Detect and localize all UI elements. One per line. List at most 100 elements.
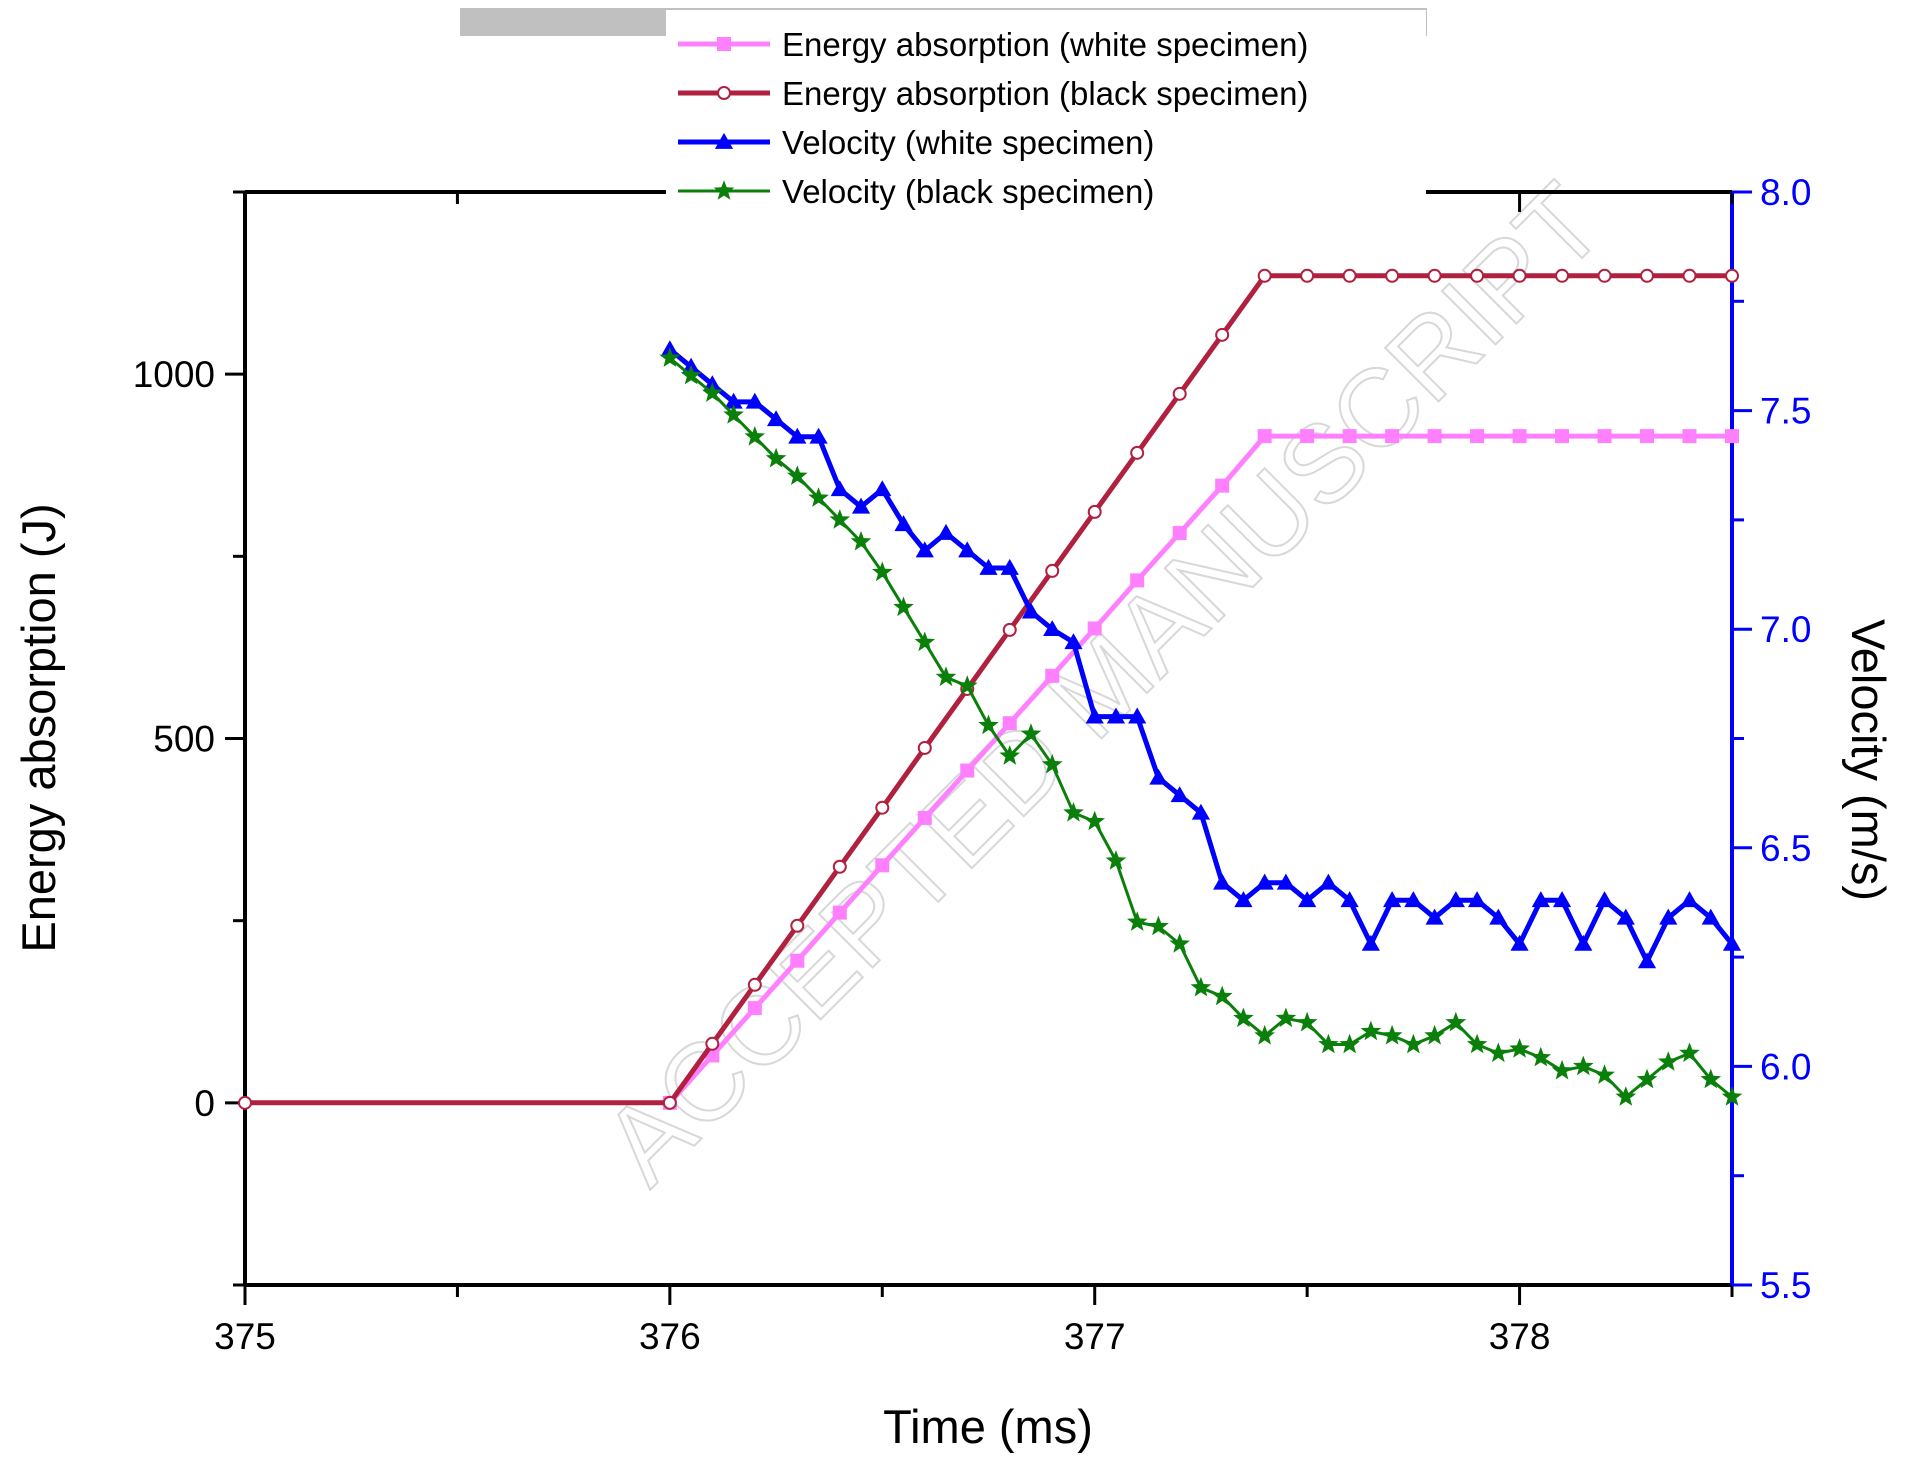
data-point xyxy=(1467,891,1487,908)
data-point xyxy=(1574,934,1593,951)
data-point xyxy=(1509,1038,1530,1058)
data-point xyxy=(1510,934,1529,951)
data-point xyxy=(1087,504,1102,519)
data-point xyxy=(1555,268,1570,283)
data-point xyxy=(999,745,1021,765)
y-left-tick-label: 1000 xyxy=(133,354,215,395)
data-point xyxy=(1106,707,1126,724)
data-point xyxy=(1555,429,1570,444)
legend-item: Energy absorption (black specimen) xyxy=(678,75,1308,112)
data-point xyxy=(1722,934,1742,951)
data-point xyxy=(1682,429,1697,444)
data-point xyxy=(1002,716,1017,731)
data-point xyxy=(1427,268,1442,283)
data-point xyxy=(1701,908,1720,925)
data-point xyxy=(1725,429,1739,444)
y-right-tick-label: 7.5 xyxy=(1760,391,1811,432)
data-point xyxy=(1130,445,1145,460)
data-point xyxy=(1319,873,1338,890)
data-point xyxy=(1190,976,1212,997)
legend-box xyxy=(666,10,1426,217)
series-2 xyxy=(238,268,1739,1110)
data-point xyxy=(894,515,913,532)
data-point xyxy=(1679,1042,1700,1063)
y-left-tick-label: 500 xyxy=(153,719,215,760)
data-point xyxy=(1597,268,1612,283)
data-point xyxy=(915,541,934,558)
data-point xyxy=(1512,268,1527,283)
data-point xyxy=(1725,268,1739,283)
series-line xyxy=(668,433,1732,1105)
series-1 xyxy=(662,429,1739,1110)
y-axis-right-title: Velocity (m/s) xyxy=(1842,619,1895,901)
y-right-tick-label: 5.5 xyxy=(1760,1265,1811,1306)
data-point xyxy=(1700,1068,1722,1089)
y-right-tick-label: 7.0 xyxy=(1760,609,1811,650)
data-point xyxy=(1085,707,1104,724)
data-point xyxy=(1020,723,1042,743)
data-point xyxy=(914,631,936,652)
data-point xyxy=(1424,1024,1445,1045)
data-point xyxy=(790,953,805,968)
data-point xyxy=(659,347,681,367)
data-point xyxy=(809,427,828,444)
data-point xyxy=(1211,985,1233,1006)
data-point xyxy=(1360,1020,1382,1041)
data-point xyxy=(1191,803,1211,820)
series-line xyxy=(245,273,1732,1106)
data-point xyxy=(829,509,851,529)
data-point xyxy=(832,905,847,920)
data-point xyxy=(1682,268,1697,283)
data-point xyxy=(1385,268,1400,283)
data-point xyxy=(1640,268,1655,283)
data-point xyxy=(1234,891,1253,908)
data-point xyxy=(1257,429,1272,444)
data-point xyxy=(787,465,808,485)
data-point xyxy=(1340,891,1359,908)
data-point xyxy=(702,382,723,402)
data-point xyxy=(956,675,978,695)
data-point xyxy=(1063,802,1084,822)
data-point xyxy=(1425,908,1444,925)
legend-label: Energy absorption (black specimen) xyxy=(782,75,1308,112)
data-point xyxy=(1573,1055,1594,1076)
data-point xyxy=(1233,1007,1254,1028)
data-point xyxy=(1597,429,1612,444)
data-point xyxy=(788,427,807,444)
data-point xyxy=(1466,1033,1488,1054)
data-point xyxy=(1721,1086,1743,1106)
legend-swatch-marker xyxy=(717,86,731,100)
data-point xyxy=(747,1001,762,1016)
data-point xyxy=(1105,850,1127,870)
data-point xyxy=(1361,934,1380,951)
legend-item: Energy absorption (white specimen) xyxy=(678,26,1308,63)
data-point xyxy=(1172,386,1187,401)
data-point xyxy=(1404,891,1423,908)
data-point xyxy=(1385,429,1400,444)
data-point xyxy=(1445,1011,1467,1032)
data-point xyxy=(1300,268,1315,283)
data-point xyxy=(851,497,871,514)
data-point xyxy=(1296,1011,1318,1032)
data-point xyxy=(1255,873,1274,890)
data-point xyxy=(978,714,999,735)
data-point xyxy=(1427,429,1442,444)
data-point xyxy=(238,1095,252,1110)
data-point xyxy=(1169,933,1190,953)
data-point xyxy=(1531,891,1550,908)
series-4 xyxy=(659,347,1743,1106)
data-point xyxy=(1318,1033,1339,1054)
data-point xyxy=(850,530,872,551)
data-point xyxy=(1552,891,1572,908)
data-point xyxy=(1130,573,1145,588)
series-3 xyxy=(660,340,1742,969)
data-point xyxy=(873,480,892,497)
data-point xyxy=(1128,707,1147,724)
data-point xyxy=(1041,753,1063,774)
data-point xyxy=(766,410,786,427)
data-point xyxy=(680,364,702,385)
data-point xyxy=(1087,621,1102,636)
y-right-tick-label: 8.0 xyxy=(1760,172,1811,213)
data-point xyxy=(1149,768,1168,785)
watermark: ACCEPTED MANUSCRIPT xyxy=(580,161,1626,1207)
